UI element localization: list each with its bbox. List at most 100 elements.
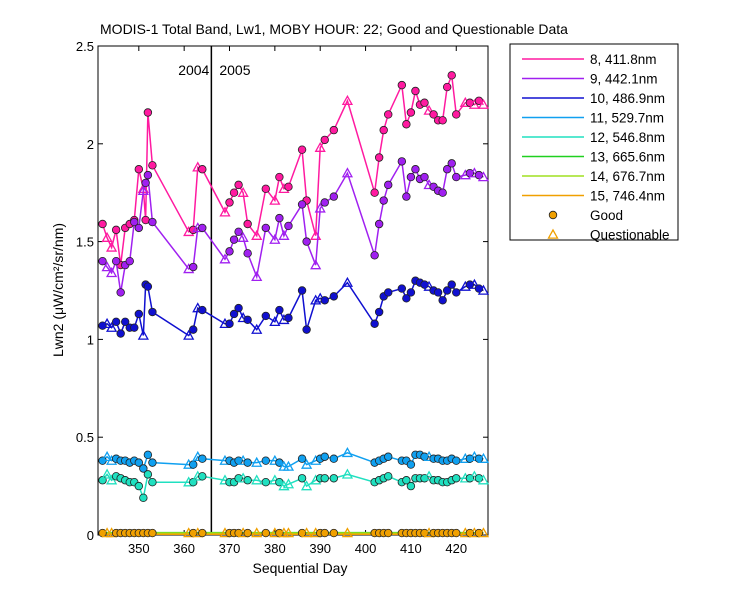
good-point <box>438 116 447 125</box>
chart-title: MODIS-1 Total Band, Lw1, MOBY HOUR: 22; … <box>100 21 568 37</box>
questionable-point <box>101 261 113 272</box>
good-point <box>397 80 407 90</box>
questionable-point <box>269 194 281 205</box>
good-point <box>261 477 270 487</box>
questionable-point <box>251 323 263 334</box>
good-point <box>411 86 420 96</box>
questionable-point <box>477 527 490 538</box>
questionable-point <box>341 276 354 287</box>
good-point <box>402 120 411 129</box>
x-tick-label: 380 <box>264 541 286 556</box>
questionable-point <box>468 278 481 289</box>
y-tick-label: 0.5 <box>76 430 94 445</box>
good-point <box>284 221 293 231</box>
year-label-left: 2004 <box>178 62 209 78</box>
good-point <box>384 180 393 190</box>
good-point <box>148 458 157 467</box>
good-point <box>329 528 339 538</box>
good-point <box>243 219 252 229</box>
good-point <box>406 460 416 469</box>
good-point <box>329 474 339 483</box>
good-point <box>370 188 379 197</box>
questionable-point <box>477 171 490 182</box>
questionable-point <box>300 458 313 469</box>
questionable-point <box>282 527 295 538</box>
questionable-point <box>477 452 490 463</box>
good-point <box>284 182 293 192</box>
good-point <box>261 184 270 193</box>
good-point <box>125 256 134 266</box>
questionable-point <box>137 329 149 340</box>
good-point <box>111 317 121 326</box>
y-tick-label: 2 <box>87 137 94 152</box>
good-point <box>111 225 121 235</box>
good-point <box>229 309 239 319</box>
good-point <box>275 172 284 182</box>
good-point <box>111 256 121 266</box>
good-point <box>420 172 429 182</box>
legend-label: 10, 486.9nm <box>590 91 665 106</box>
questionable-point <box>269 233 281 244</box>
good-point <box>143 450 153 460</box>
good-point <box>198 223 207 233</box>
series-5 <box>98 468 490 503</box>
good-point <box>452 456 461 465</box>
good-point <box>297 474 307 483</box>
good-point <box>198 165 207 174</box>
questionable-point <box>251 527 263 538</box>
questionable-point <box>137 184 149 195</box>
good-point <box>198 472 207 481</box>
series-layer <box>98 71 490 538</box>
good-point <box>116 329 125 338</box>
questionable-point <box>278 229 290 240</box>
good-point <box>320 198 329 207</box>
good-point <box>452 288 461 297</box>
good-point <box>297 145 307 154</box>
legend-good-marker <box>548 210 558 220</box>
good-point <box>452 528 461 538</box>
good-point <box>284 313 293 323</box>
good-point <box>452 474 461 483</box>
good-point <box>261 456 270 465</box>
good-point <box>130 217 139 227</box>
legend-label: 8, 411.8nm <box>590 52 657 67</box>
series-2 <box>98 157 490 297</box>
good-point <box>134 458 144 467</box>
legend-box <box>509 43 679 241</box>
questionable-point <box>237 186 249 197</box>
good-point <box>379 125 388 135</box>
questionable-point <box>314 141 326 152</box>
questionable-point <box>314 202 326 213</box>
good-point <box>198 305 207 315</box>
questionable-point <box>219 253 231 264</box>
questionable-point <box>282 460 295 471</box>
legend-label: 13, 665.6nm <box>590 150 665 165</box>
good-point <box>438 296 447 305</box>
questionable-point <box>105 321 118 332</box>
good-point <box>234 303 243 313</box>
good-point <box>402 192 411 201</box>
good-point <box>452 110 461 119</box>
good-point <box>143 108 153 117</box>
questionable-point <box>251 456 263 467</box>
good-point <box>374 307 384 317</box>
x-axis-label: Sequential Day <box>253 560 348 576</box>
y-axis: 0 0.5 1 1.5 2 2.5 <box>76 39 488 543</box>
questionable-point <box>310 294 322 305</box>
good-point <box>384 528 393 538</box>
good-point <box>329 454 339 463</box>
good-point <box>225 247 234 256</box>
good-point <box>374 219 384 229</box>
series-3 <box>98 276 490 340</box>
good-point <box>275 213 284 223</box>
good-point <box>442 165 452 174</box>
good-point <box>229 188 239 197</box>
good-point <box>148 307 157 317</box>
good-point <box>148 477 157 487</box>
questionable-point <box>423 470 435 481</box>
good-point <box>121 317 130 326</box>
good-point <box>198 454 207 463</box>
good-point <box>384 472 393 481</box>
legend-label: 15, 746.4nm <box>590 189 665 204</box>
